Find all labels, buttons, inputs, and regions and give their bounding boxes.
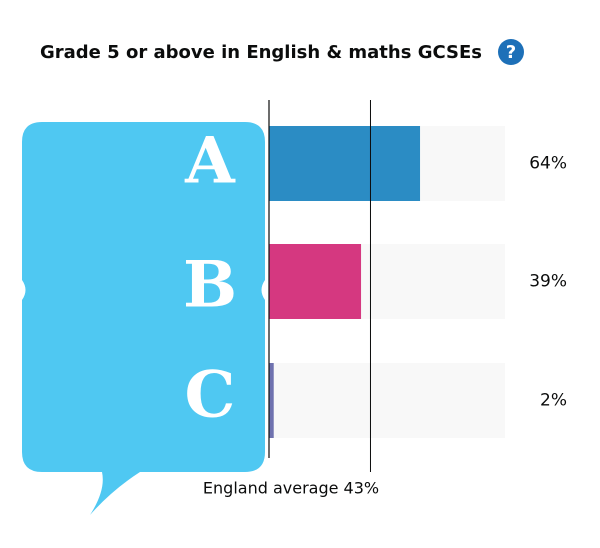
reference-label: England average 43% <box>203 479 379 498</box>
speech-bubble <box>22 122 265 515</box>
category-label: C <box>185 358 236 433</box>
category-label: B <box>183 248 237 323</box>
bar <box>269 363 274 438</box>
help-icon-circle[interactable] <box>498 39 524 65</box>
value-label: 64% <box>529 154 567 174</box>
chart-title: Grade 5 or above in English & maths GCSE… <box>40 42 482 63</box>
bar <box>269 244 362 319</box>
category-label: A <box>184 124 236 199</box>
bar-track <box>269 363 505 438</box>
help-icon[interactable]: ? <box>506 42 516 63</box>
value-label: 39% <box>529 272 567 292</box>
bar <box>269 126 421 201</box>
value-label: 2% <box>540 391 567 411</box>
